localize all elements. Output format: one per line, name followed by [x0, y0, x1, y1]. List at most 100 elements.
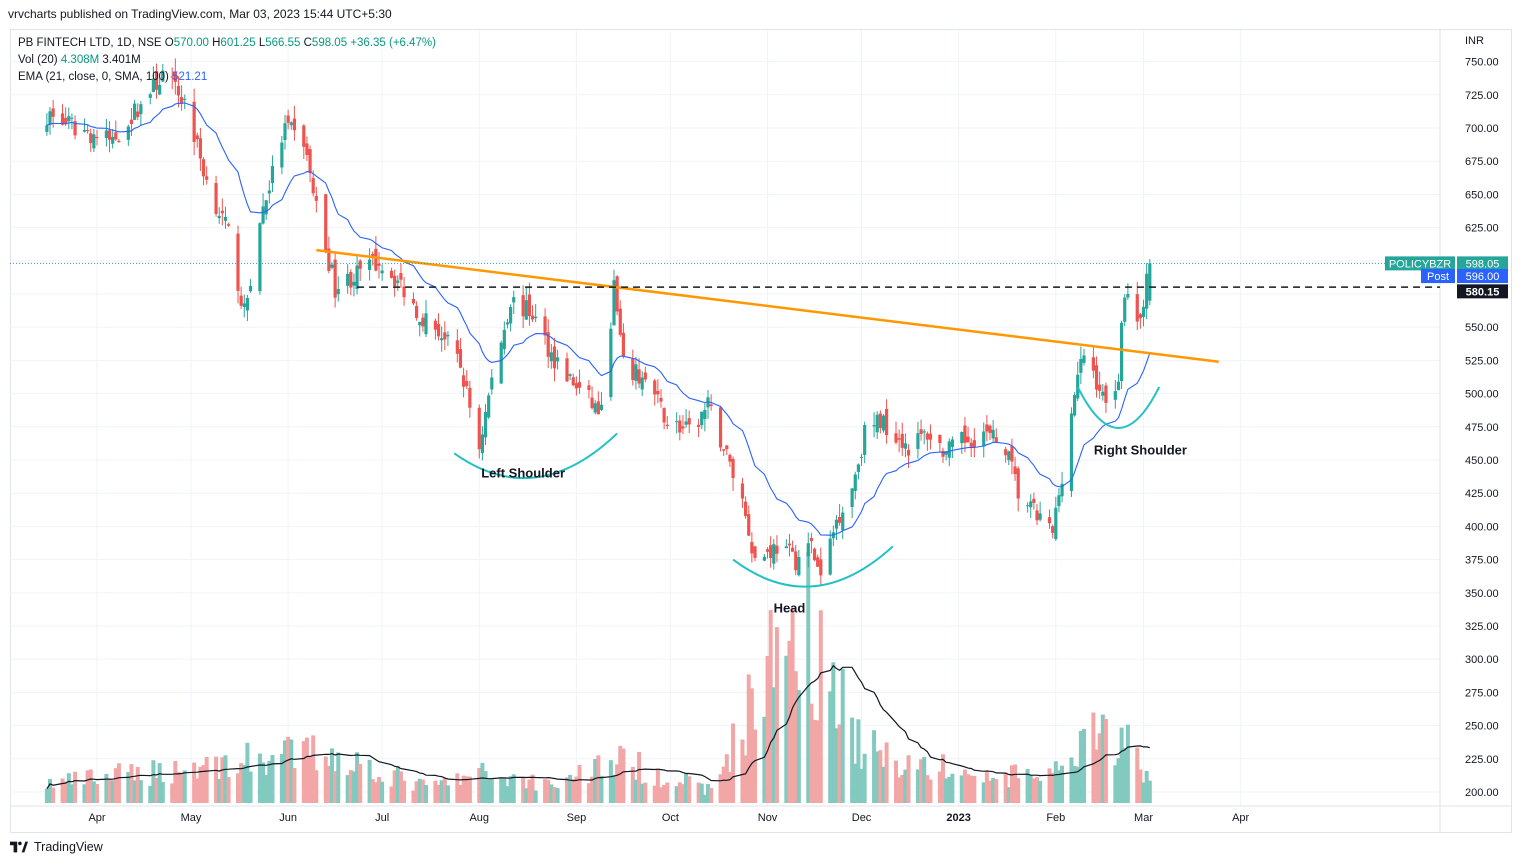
volume-bar [1056, 770, 1061, 803]
candle [227, 222, 231, 227]
candle-body [982, 431, 986, 447]
candle-body [1026, 505, 1030, 507]
candle [1076, 361, 1080, 402]
candle [92, 128, 96, 153]
candle-body [728, 454, 732, 462]
candle-body [875, 414, 879, 433]
volume-bar [574, 776, 579, 803]
candle [283, 114, 287, 150]
volume-bar [214, 756, 219, 803]
volume-bar [947, 776, 952, 803]
candle-body [51, 108, 55, 117]
candle-body [1057, 495, 1061, 507]
x-tick-label: Jul [375, 812, 389, 824]
candle-body [418, 321, 422, 326]
volume-bar [959, 775, 964, 803]
candle-body [1004, 449, 1008, 456]
volume-bar [367, 759, 372, 803]
volume-average-line [46, 664, 1150, 790]
volume-bar [872, 730, 877, 803]
candle [436, 313, 441, 341]
volume-bar [505, 786, 510, 803]
volume-bar [1028, 774, 1033, 803]
candle [411, 292, 416, 306]
footer-brand: TradingView [10, 840, 103, 854]
volume-bar [962, 769, 967, 803]
candle [656, 379, 660, 404]
candle [462, 367, 466, 398]
candle [527, 282, 531, 326]
candle-body [48, 111, 52, 125]
volume-bar [677, 782, 682, 803]
candle-body [490, 377, 494, 390]
volume-bar [674, 786, 679, 803]
candle-body [436, 323, 441, 337]
candle-body [894, 433, 898, 443]
candle-body [615, 276, 619, 312]
candle [1079, 346, 1083, 384]
candle-body [703, 410, 707, 420]
volume-bar [593, 759, 598, 803]
candle [725, 444, 729, 456]
volume-bar [138, 780, 143, 803]
volume-bar [762, 716, 767, 803]
candle [458, 338, 463, 369]
candle [982, 422, 986, 458]
candle-body [380, 270, 384, 274]
candle-body [220, 210, 224, 214]
volume-bar [455, 773, 460, 803]
candle [161, 63, 165, 82]
right-shoulder-curve [1076, 386, 1161, 429]
candle [402, 276, 406, 306]
candle [393, 269, 397, 297]
candle [922, 428, 926, 445]
candle-body [769, 545, 773, 559]
candle-body [1076, 374, 1080, 399]
volume-bar [1075, 766, 1080, 803]
y-tick-label: 725.00 [1465, 90, 1499, 102]
candle-body [242, 303, 246, 308]
candle-body [107, 130, 112, 140]
candle-body [530, 315, 535, 320]
volume-bar [104, 773, 109, 803]
volume-bar [107, 779, 112, 803]
volume-bar [511, 774, 516, 803]
candle [499, 340, 503, 385]
volume-bar [223, 755, 228, 803]
post-price-badge [1457, 269, 1508, 284]
volume-bar [969, 775, 974, 803]
candle-body [750, 541, 754, 554]
volume-bar [217, 778, 222, 803]
candle-body [258, 223, 262, 292]
candle [697, 418, 701, 438]
candle [521, 285, 525, 329]
candle [960, 431, 964, 454]
candle [938, 434, 942, 453]
volume-bar [1113, 765, 1118, 803]
candle-body [988, 425, 992, 433]
candle [941, 447, 945, 463]
candle [117, 138, 121, 143]
volume-bar [1009, 765, 1014, 803]
candle [530, 305, 535, 322]
legend-volume-row: Vol (20) 4.308M 3.401M [18, 54, 141, 66]
pattern-annotation: Left Shoulder [481, 465, 565, 480]
volume-bar [731, 723, 736, 803]
volume-bar [489, 779, 494, 803]
volume-bar [82, 784, 87, 803]
candle-body [853, 474, 857, 491]
candle-body [593, 403, 597, 413]
volume-bar [48, 778, 52, 803]
candle [678, 415, 682, 441]
candle [552, 337, 557, 382]
candle-body [806, 543, 810, 557]
candle-body [1123, 297, 1127, 322]
candle-body [305, 143, 309, 156]
volume-bar [740, 739, 745, 803]
candle-body [512, 297, 516, 303]
candle [1007, 450, 1011, 466]
candle-body [794, 551, 798, 571]
candle-body [722, 449, 726, 451]
volume-bar [659, 787, 663, 803]
